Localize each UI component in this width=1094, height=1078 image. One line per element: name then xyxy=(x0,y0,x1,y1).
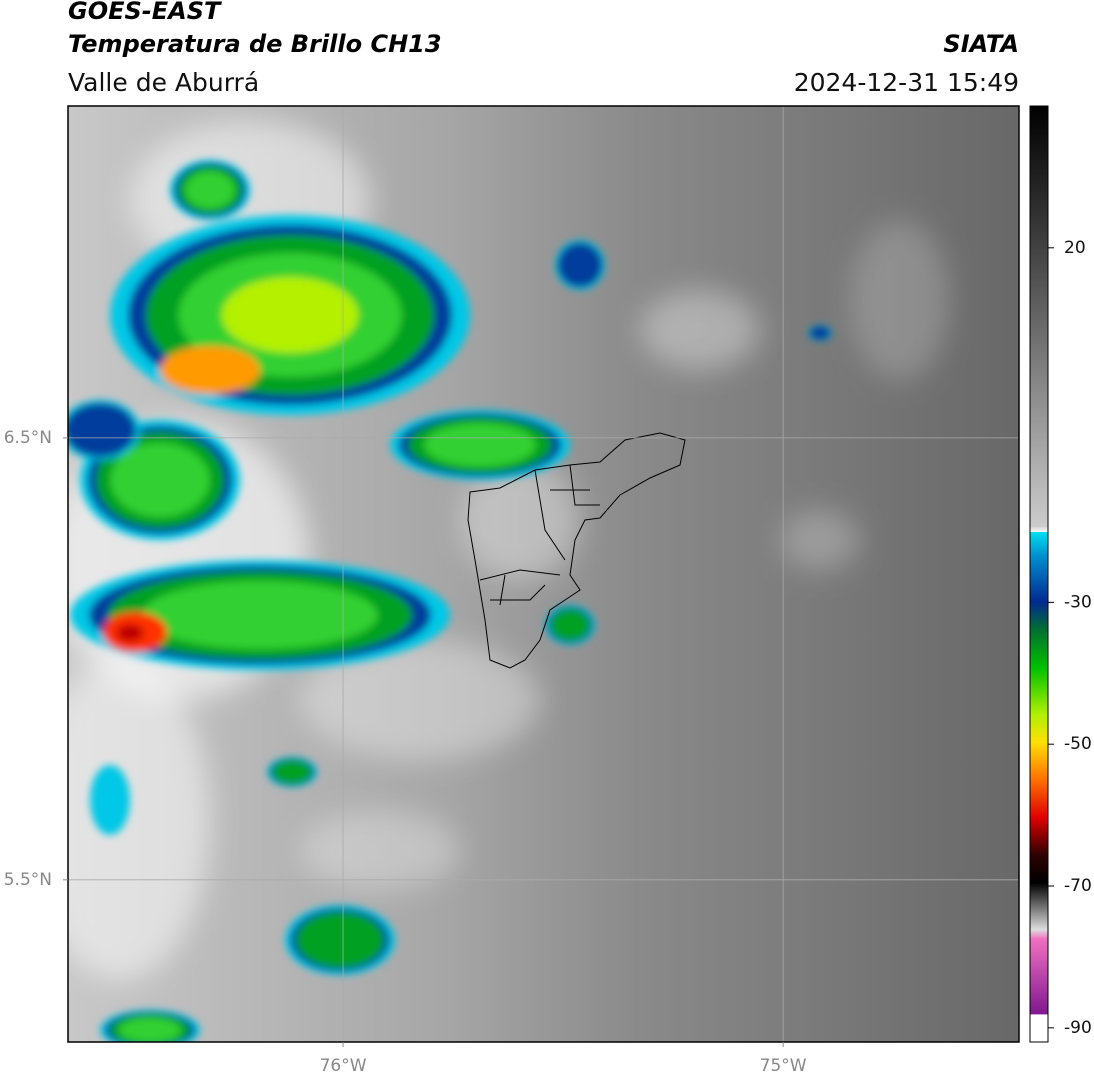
municipal-boundaries xyxy=(467,432,686,669)
subtitle: Temperatura de Brillo CH13 xyxy=(68,30,442,58)
x-tick-label: 75°W xyxy=(760,1056,807,1076)
satellite-image xyxy=(68,106,1019,1042)
cloud-blob xyxy=(424,423,536,467)
colorbar-tick-label: -50 xyxy=(1064,734,1092,754)
cloud-blob xyxy=(272,760,312,784)
cloud-blob xyxy=(550,609,590,641)
x-tick-label: 76°W xyxy=(320,1056,367,1076)
bright-cloud xyxy=(68,660,210,980)
bright-cloud xyxy=(850,220,950,380)
cloud-blob xyxy=(142,580,378,650)
region: Valle de Aburrá xyxy=(68,68,259,97)
graticule xyxy=(68,106,1019,1042)
title: GOES-EAST xyxy=(68,0,222,25)
colorbar-tick-label: -90 xyxy=(1064,1018,1092,1038)
cloud-blob xyxy=(296,912,384,968)
bright-cloud xyxy=(300,640,540,760)
cloud-blob xyxy=(809,325,831,341)
bright-cloud xyxy=(300,810,460,890)
cloud-blob xyxy=(110,442,210,518)
cloud-blob xyxy=(557,242,603,288)
source: SIATA xyxy=(943,30,1019,58)
cloud-blob xyxy=(90,765,130,835)
bright-cloud xyxy=(640,290,760,370)
cloud-blob xyxy=(68,403,136,457)
y-tick-label: 6.5°N xyxy=(4,428,52,448)
cold-cloud-tops xyxy=(68,160,832,1042)
colorbar-tick-label: 20 xyxy=(1064,238,1086,258)
datetime: 2024-12-31 15:49 xyxy=(794,68,1019,97)
cloud-blob xyxy=(119,1017,181,1042)
cloud-blob xyxy=(221,277,359,353)
cloud-core xyxy=(160,346,260,394)
y-tick-label: 5.5°N xyxy=(4,870,52,890)
map-frame xyxy=(67,105,1020,1043)
colorbar xyxy=(1029,105,1049,1043)
colorbar-tick-label: -30 xyxy=(1064,592,1092,612)
colorbar-tick-label: -70 xyxy=(1064,876,1092,896)
cloud-blob xyxy=(185,171,235,209)
bright-cloud xyxy=(780,510,860,570)
cloud-core xyxy=(116,624,144,642)
